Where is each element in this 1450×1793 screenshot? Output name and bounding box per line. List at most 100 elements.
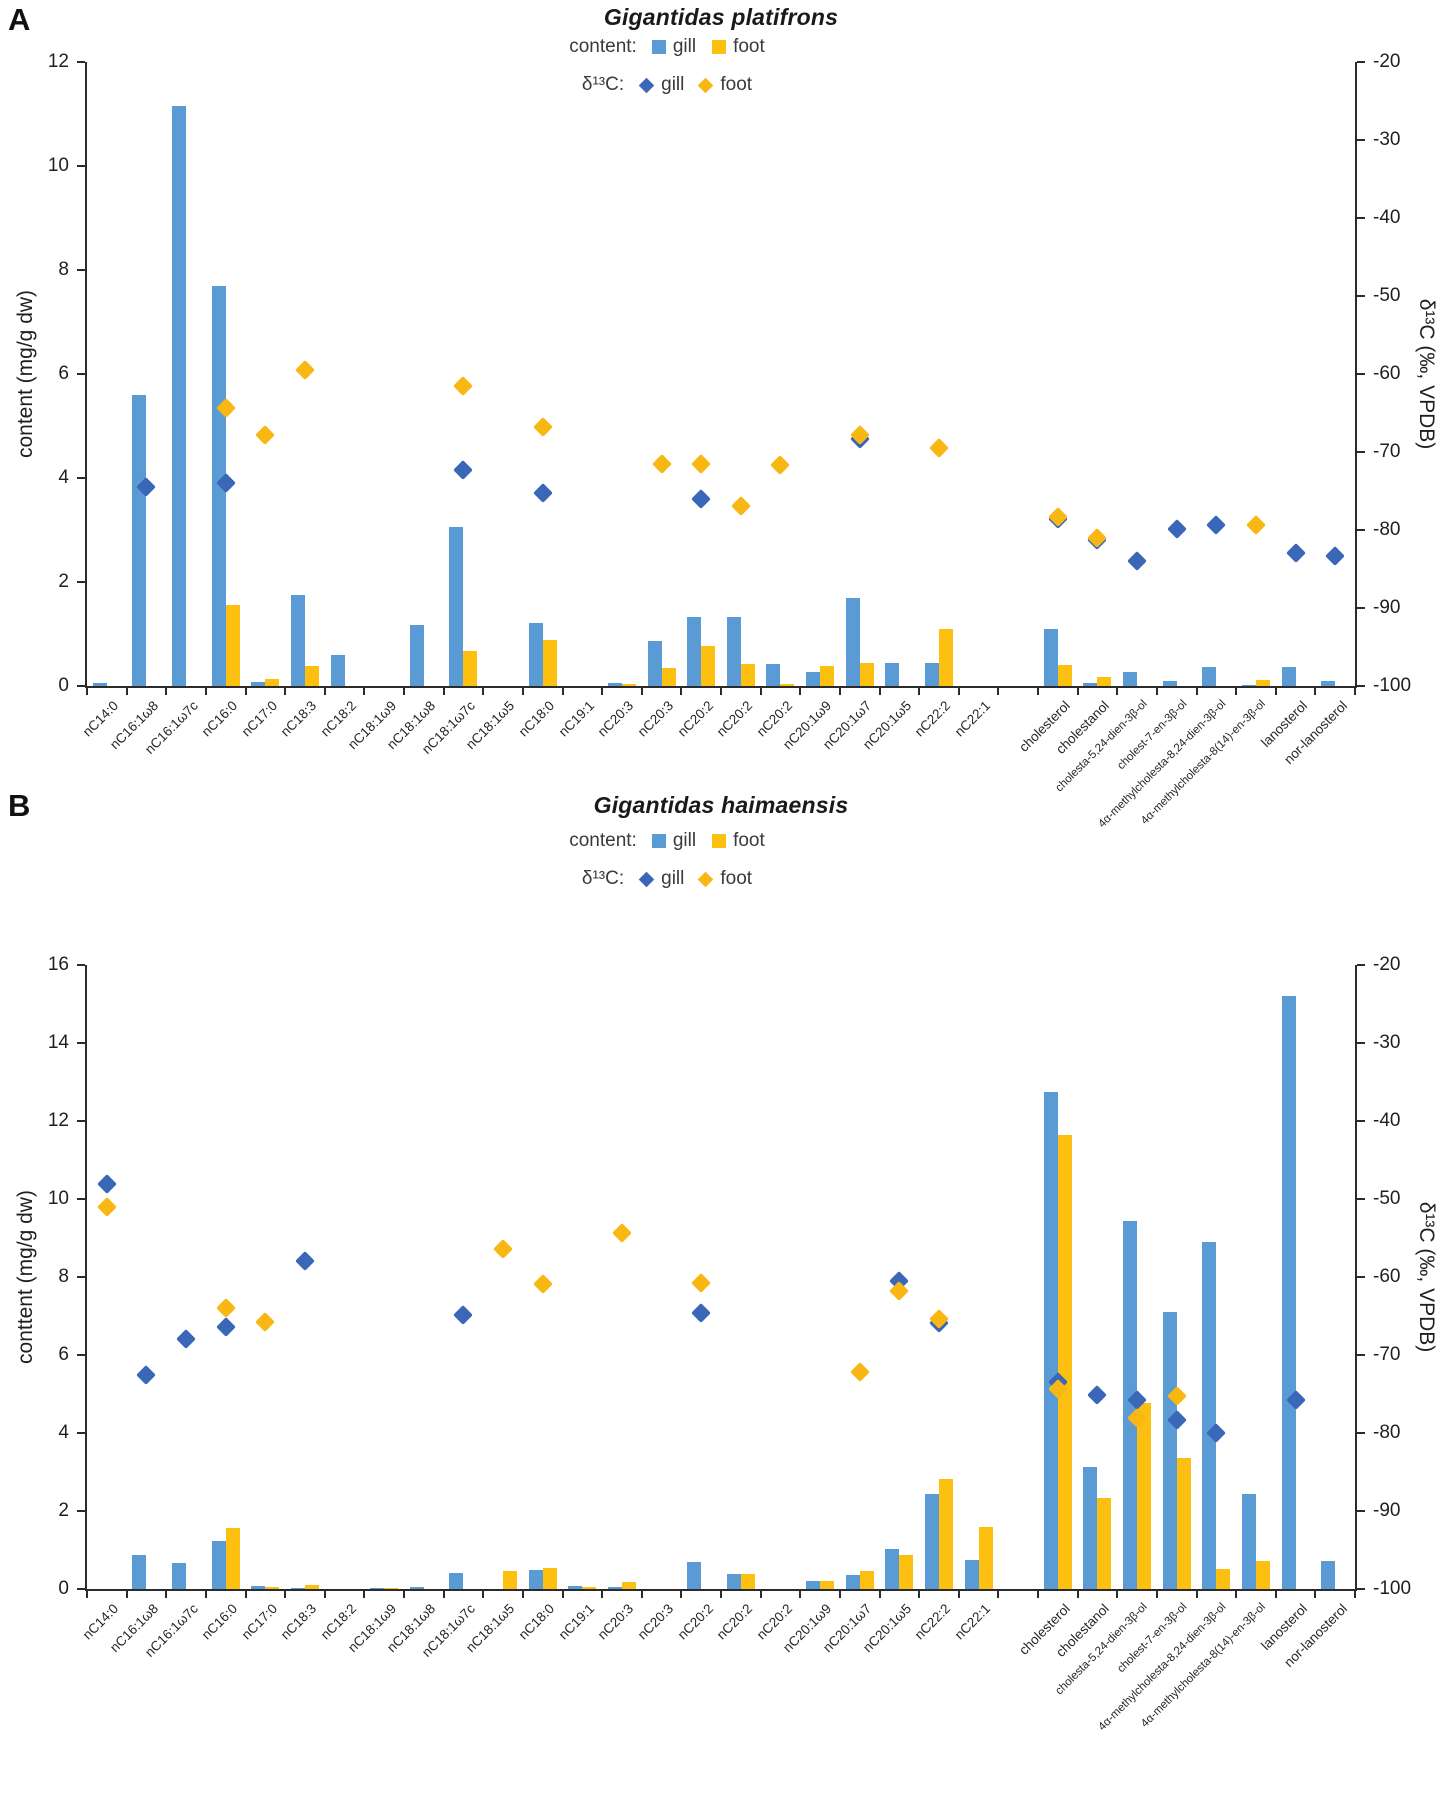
x-tick xyxy=(165,686,168,695)
bar-gill xyxy=(806,672,821,686)
panel-letter-b: B xyxy=(8,788,31,823)
x-category-label-text: nC16:0 xyxy=(198,698,241,740)
bar-gill xyxy=(132,394,147,686)
delta-marker-gill xyxy=(691,488,712,509)
legend-foot-label: foot xyxy=(733,830,765,851)
x-tick xyxy=(957,1589,960,1598)
x-category-label-text: nC22:2 xyxy=(912,698,954,740)
legend-delta-label: δ¹³C: xyxy=(581,868,625,889)
delta-marker-gill xyxy=(1285,543,1306,564)
y2-tick-label: -30 xyxy=(1373,129,1401,150)
delta-marker-foot xyxy=(691,1273,712,1294)
delta-marker-gill xyxy=(691,1302,712,1323)
plot-b: 0 2 4 6 8 10 12 14 16 -20 -30 -40 -50 -60 -70 -80 -90 -10… xyxy=(48,954,1411,1733)
y-tick xyxy=(77,373,85,375)
bar-gill xyxy=(766,663,781,686)
x-tick xyxy=(799,1589,802,1598)
y-tick-label: 10 xyxy=(47,1188,69,1209)
y2-tick xyxy=(1357,529,1365,531)
x-tick xyxy=(680,1589,683,1598)
x-tick xyxy=(918,686,921,695)
y2-tick xyxy=(1357,1042,1365,1044)
bar-gill xyxy=(806,1581,821,1589)
delta-marker-foot xyxy=(96,1196,117,1217)
bar-foot xyxy=(1176,1458,1191,1589)
x-category-label-text: nC20:3 xyxy=(595,1601,637,1643)
x-tick xyxy=(1314,1589,1317,1598)
delta-marker-foot xyxy=(1087,527,1108,548)
delta-marker-gill xyxy=(1325,545,1346,566)
bar-gill xyxy=(885,662,900,686)
bar-gill xyxy=(1162,681,1177,686)
x-tick xyxy=(1076,686,1079,695)
y-tick-label: 8 xyxy=(58,259,69,280)
bar-foot xyxy=(1255,1560,1270,1589)
x-tick xyxy=(323,1589,326,1598)
x-tick xyxy=(878,686,881,695)
bar-foot xyxy=(225,605,240,686)
x-tick xyxy=(1195,1589,1198,1598)
y2-tick xyxy=(1357,451,1365,453)
bar-foot xyxy=(780,684,795,686)
y2-tick-label: -70 xyxy=(1373,441,1401,462)
bar-gill xyxy=(172,106,187,686)
bar-foot xyxy=(384,1588,399,1589)
x-tick xyxy=(363,686,366,695)
bar-gill xyxy=(687,1562,702,1589)
y-tick xyxy=(77,1510,85,1512)
y2-tick xyxy=(1357,139,1365,141)
x-tick xyxy=(1155,1589,1158,1598)
delta-marker-foot xyxy=(453,376,474,397)
x-tick xyxy=(997,1589,1000,1598)
y-tick-label: 16 xyxy=(47,954,69,975)
bar-gill xyxy=(1083,1466,1098,1589)
bar-foot xyxy=(701,645,716,686)
bar-gill xyxy=(924,1493,939,1589)
bar-gill xyxy=(251,1585,266,1589)
delta-marker-gill xyxy=(1166,519,1187,540)
gill-diamond-swatch-icon xyxy=(638,871,655,887)
y2-tick-label: -60 xyxy=(1373,1266,1401,1287)
bar-foot xyxy=(820,666,835,686)
legend-gill-label: gill xyxy=(672,36,697,57)
bar-foot xyxy=(463,650,478,686)
bar-gill xyxy=(845,1575,860,1589)
bar-foot xyxy=(859,662,874,686)
delta-marker-gill xyxy=(295,1250,315,1271)
bar-gill xyxy=(964,1559,979,1589)
x-tick xyxy=(720,686,722,695)
bar-foot xyxy=(304,1585,319,1589)
y2-tick xyxy=(1357,1510,1365,1512)
y-tick xyxy=(77,165,85,167)
right-axis-line xyxy=(1355,965,1357,1591)
y2-tick xyxy=(1357,373,1365,375)
x-tick xyxy=(1076,1589,1079,1598)
bar-gill xyxy=(172,1563,187,1589)
x-category-label-text: nC22:2 xyxy=(912,1601,954,1643)
x-tick xyxy=(997,686,1000,695)
x-tick xyxy=(403,686,405,695)
y2-tick-label: -40 xyxy=(1373,1110,1401,1131)
bar-foot xyxy=(859,1570,874,1589)
delta-marker-gill xyxy=(176,1329,196,1350)
x-tick xyxy=(561,686,564,695)
x-tick xyxy=(720,1589,722,1598)
delta-marker-gill xyxy=(1127,551,1147,572)
x-tick xyxy=(1195,686,1198,695)
y2-tick-label: -50 xyxy=(1373,1188,1401,1209)
y2-tick-label: -40 xyxy=(1373,207,1401,228)
bar-foot xyxy=(1255,679,1270,686)
legend-delta-b: δ¹³C: gill foot xyxy=(87,868,1247,890)
bar-gill xyxy=(1321,680,1336,686)
y-tick xyxy=(77,1198,85,1200)
y2-tick xyxy=(1357,1354,1365,1356)
bar-gill xyxy=(409,625,424,686)
x-tick xyxy=(482,1589,485,1598)
legend-content-b: content: gill foot xyxy=(87,830,1247,852)
y2-tick xyxy=(1357,607,1365,609)
chart-title-a: Gigantidas platifrons xyxy=(603,4,839,30)
delta-marker-gill xyxy=(532,483,553,504)
delta-marker-foot xyxy=(295,360,315,380)
bar-gill xyxy=(330,654,345,686)
bar-gill xyxy=(647,640,662,686)
